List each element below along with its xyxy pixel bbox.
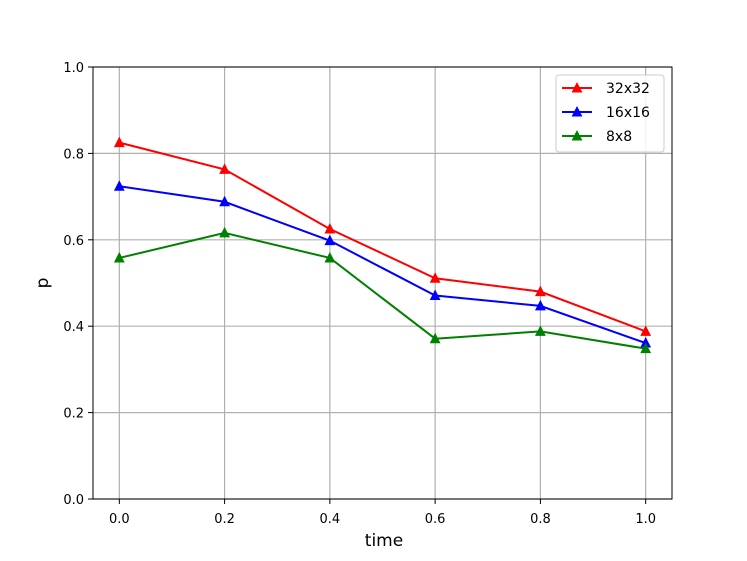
data-point [219,195,230,207]
series-line-3 [119,231,646,350]
axes: 0.0 0.2 0.4 0.6 0.8 1.0 0.0 0.2 0.4 0.6 0.8 1.0 [63,61,673,527]
legend-marker [571,130,583,141]
data-point [640,325,652,336]
plot-frame [92,66,673,500]
x-tick-label: 0.8 [530,512,551,527]
y-tick-label: 1.0 [63,61,84,76]
data-point [429,272,441,283]
x-tick-label: 0.6 [425,512,446,527]
data-point [640,342,652,354]
y-tick-label: 0.2 [63,407,84,422]
legend-marker [571,82,583,93]
x-axis-label: time [365,531,403,551]
x-tick-label: 0.2 [214,512,235,527]
data-point [113,180,125,191]
data-point [113,251,125,263]
data-point [429,332,441,344]
data-point [324,234,336,246]
legend-label: 16x16 [606,105,650,121]
legend-label: 32x32 [606,81,650,97]
y-axis-label: p [33,278,53,289]
data-point [535,325,546,336]
data-point [324,223,336,234]
y-tick-label: 0.6 [63,234,84,249]
y-tick-label: 0.8 [63,147,84,162]
data-point [535,285,546,297]
x-tick-label: 0.4 [320,512,341,527]
y-tick-label: 0.0 [63,493,84,508]
data-point [640,337,652,348]
series-line-2 [119,185,647,344]
series-line-1 [119,141,647,333]
data-point [429,289,441,301]
data-point [535,299,546,311]
legend-label: 8x8 [606,129,632,145]
data-point [219,226,230,238]
data-point [324,251,336,263]
legend-marker [571,106,583,117]
y-tick-label: 0.4 [63,320,84,335]
data-point [113,136,125,148]
x-tick-label: 1.0 [635,512,656,527]
legend-box [555,74,665,153]
data-point [219,163,230,174]
x-tick-label: 0.0 [109,512,130,527]
series-group [113,136,652,354]
legend: 32x32 16x16 8x8 [555,74,665,153]
